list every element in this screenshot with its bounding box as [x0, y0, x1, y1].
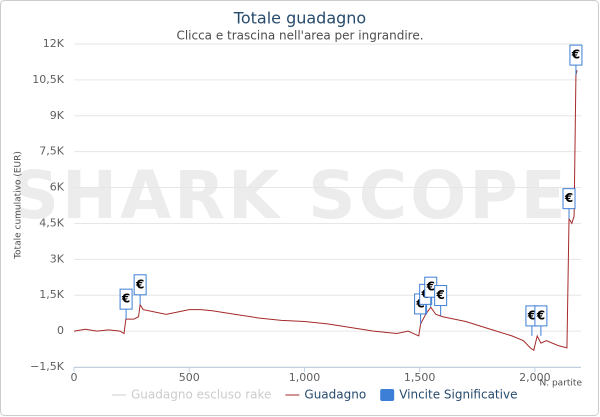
flag-label: €	[571, 48, 580, 62]
x-tick-label: 1,500	[404, 371, 436, 384]
y-tick-label: −1,5K	[30, 360, 65, 373]
watermark: SHARK SCOPE	[11, 157, 568, 234]
flag-label: €	[435, 288, 444, 302]
chart-subtitle: Clicca e trascina nell'area per ingrandi…	[176, 29, 423, 43]
flag: €	[119, 288, 133, 320]
y-tick-label: 12K	[43, 37, 65, 50]
flag-box	[119, 288, 133, 310]
flag-label: €	[121, 292, 130, 306]
x-tick-label: 0	[71, 371, 78, 384]
y-tick-label: 0	[57, 324, 64, 337]
x-axis-title: N. partite	[540, 379, 583, 389]
legend-item[interactable]: Vincite Significative	[380, 388, 517, 402]
chart-title: Totale guadagno	[233, 9, 366, 28]
y-tick-label: 9K	[50, 109, 65, 122]
flag-label: €	[135, 277, 144, 291]
x-tick-label: 1,000	[289, 371, 321, 384]
flag-label: €	[527, 308, 536, 322]
flag-box	[434, 285, 448, 307]
flag-box	[534, 305, 548, 327]
flag-box	[562, 188, 576, 210]
flag: €	[534, 305, 548, 336]
flag: €	[562, 188, 576, 219]
y-tick-label: 7,5K	[39, 145, 64, 158]
y-tick-label: 10,5K	[32, 73, 64, 86]
legend-swatch	[380, 389, 395, 401]
flag-box	[569, 44, 583, 66]
y-axis-title: Totale cumulativo (EUR)	[14, 151, 24, 260]
flag: €	[434, 285, 448, 316]
line-series	[73, 70, 578, 352]
y-tick-label: 3K	[50, 252, 65, 265]
flag-label: €	[536, 308, 545, 322]
flag-label: €	[426, 280, 435, 294]
y-tick-label: 6K	[50, 181, 65, 194]
x-tick-label: 500	[179, 371, 200, 384]
legend-label: Vincite Significative	[399, 388, 517, 402]
flag: €	[133, 274, 147, 305]
legend-item[interactable]: Guadagno escluso rake	[112, 388, 271, 402]
x-tick-label: 2,000	[519, 371, 551, 384]
flag-box	[133, 274, 147, 296]
legend-label: Guadagno escluso rake	[131, 388, 271, 402]
y-tick-label: 4,5K	[39, 216, 64, 229]
y-tick-label: 1,5K	[39, 288, 64, 301]
flag: €	[569, 44, 583, 76]
legend-item[interactable]: Guadagno	[285, 388, 366, 402]
legend-label: Guadagno	[304, 388, 366, 402]
flag-label: €	[564, 191, 573, 205]
